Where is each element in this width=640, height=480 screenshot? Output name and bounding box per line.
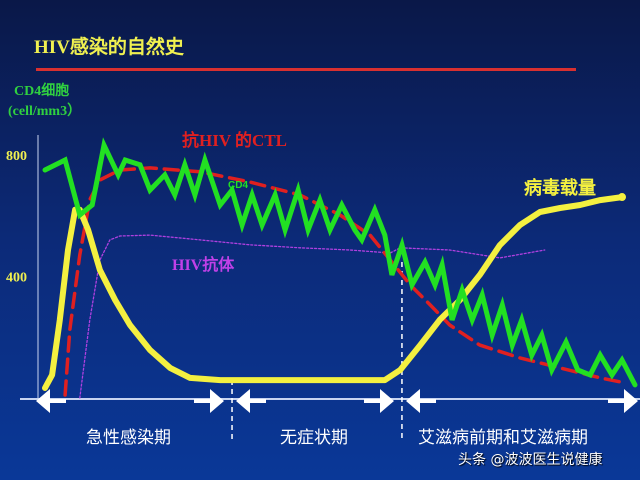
phase-label-aids: 艾滋病前期和艾滋病期 xyxy=(418,428,588,448)
series-line-antibody xyxy=(79,234,546,399)
phase-label-asymptomatic: 无症状期 xyxy=(280,428,348,448)
y-tick-label-400: 400 xyxy=(6,270,27,285)
watermark: 头条 @波波医生说健康 xyxy=(458,452,603,468)
arrow-right-icon xyxy=(364,389,394,413)
arrow-left-icon xyxy=(406,389,436,413)
arrow-left-icon xyxy=(236,389,266,413)
annotation-ctl: 抗HIV 的CTL xyxy=(182,130,287,150)
annotation-antibody: HIV抗体 xyxy=(172,255,235,274)
phase-label-acute: 急性感染期 xyxy=(86,428,171,448)
series-line-cd4 xyxy=(42,137,638,388)
y-axis-unit: (cell/mm3） xyxy=(8,104,82,119)
title-divider xyxy=(36,68,576,71)
arrow-left-icon xyxy=(36,389,66,413)
arrow-right-icon xyxy=(608,389,638,413)
y-axis-label: CD4细胞 xyxy=(14,84,70,99)
annotation-cd4: CD4 xyxy=(228,180,248,191)
series-end-marker xyxy=(618,193,627,202)
slide-title: HIV感染的自然史 xyxy=(34,37,184,58)
annotation-viral_load: 病毒载量 xyxy=(524,177,596,199)
y-tick-label-800: 800 xyxy=(6,149,27,164)
arrow-right-icon xyxy=(194,389,224,413)
